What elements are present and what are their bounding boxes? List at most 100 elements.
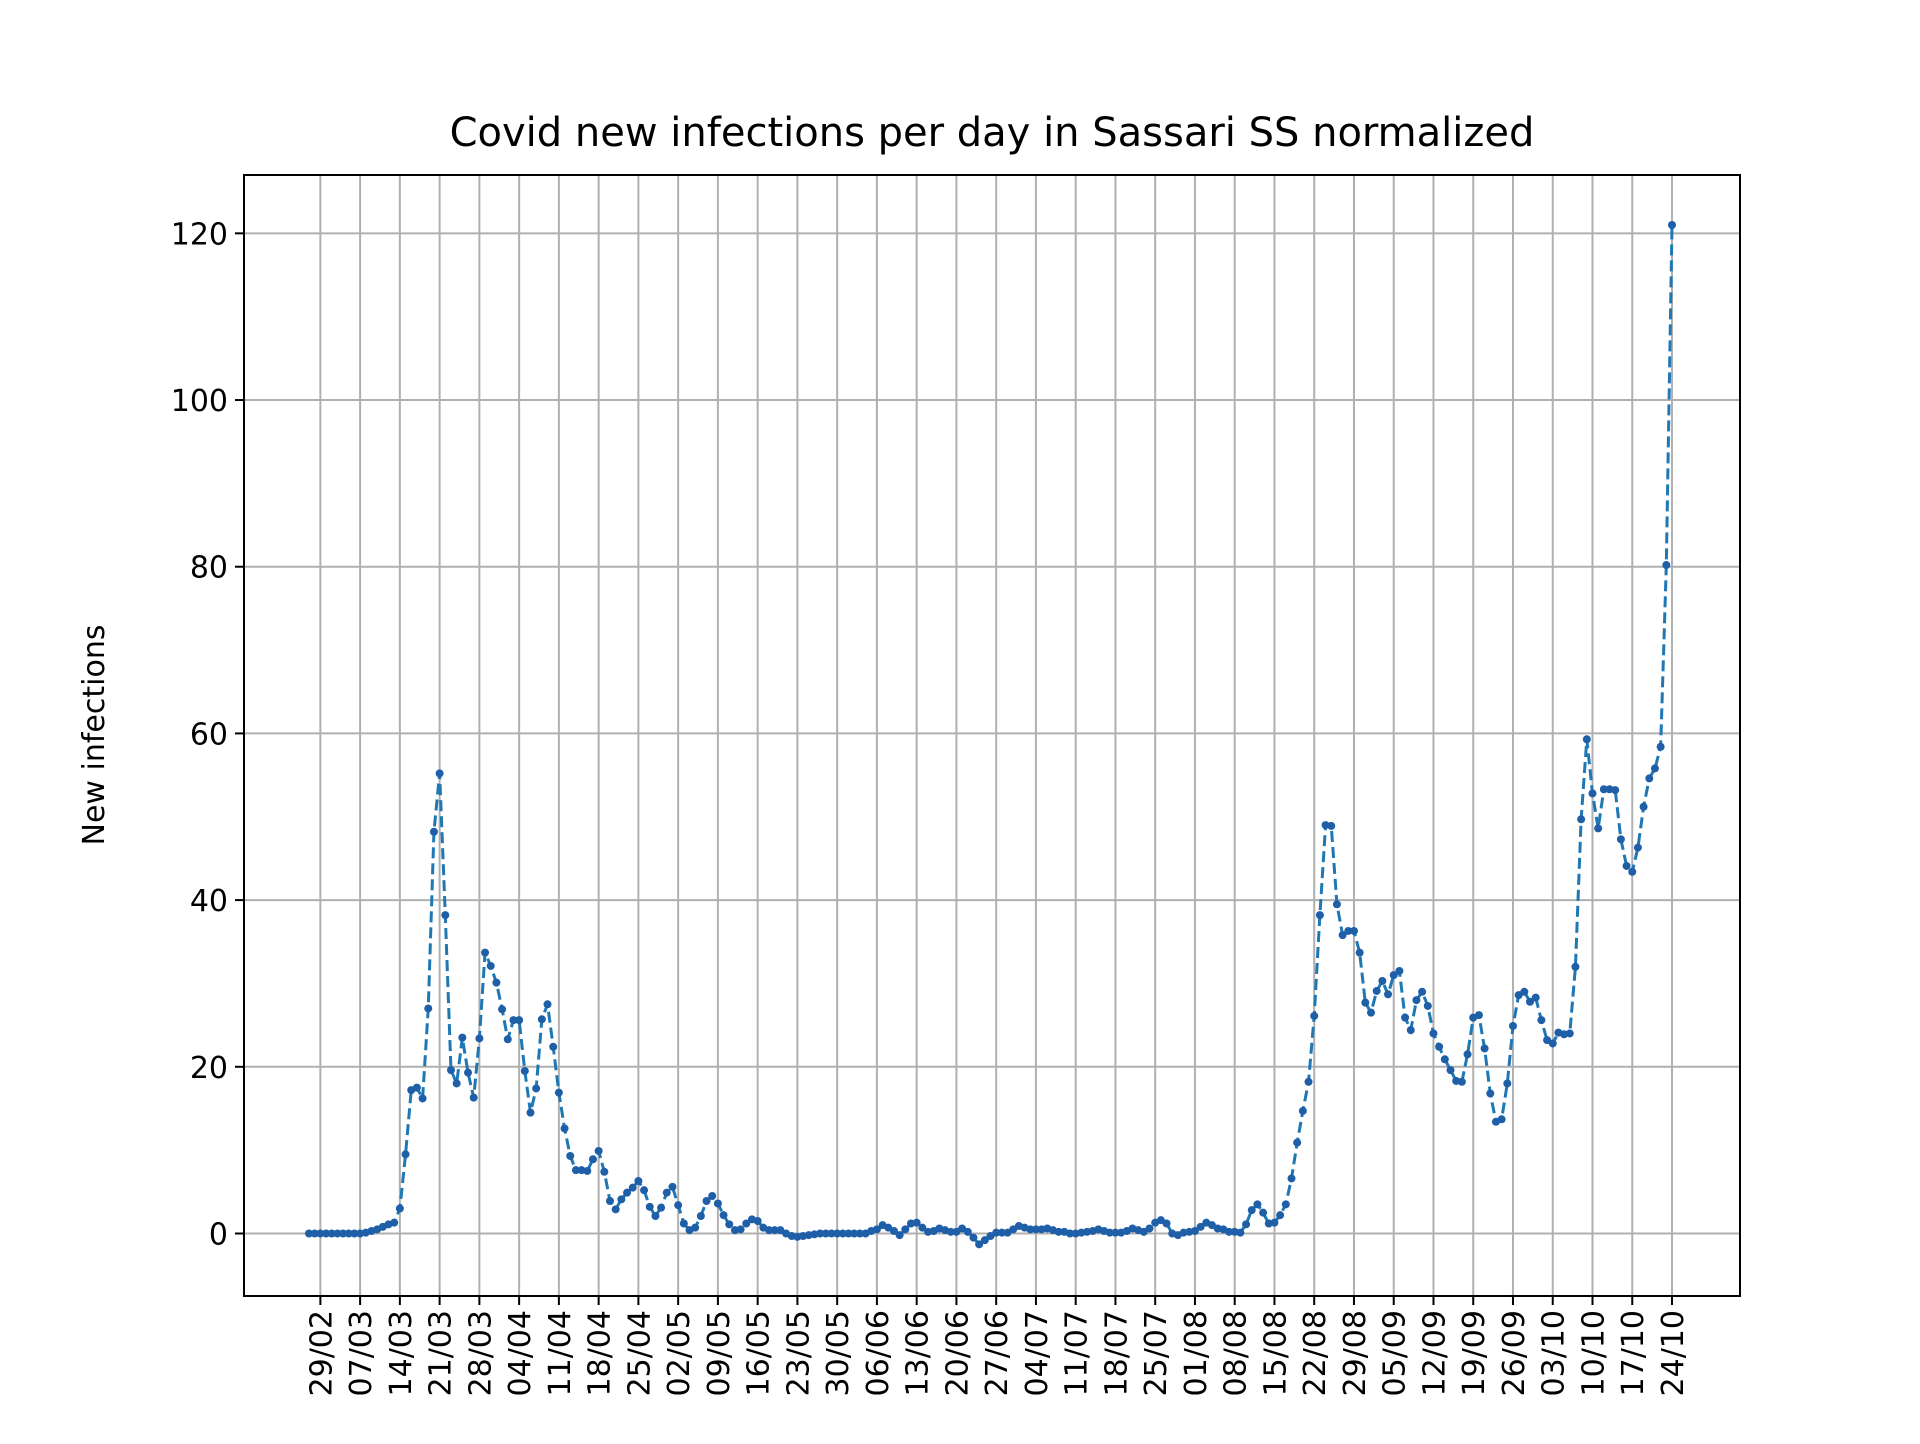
data-point — [1253, 1200, 1262, 1209]
data-point — [1247, 1206, 1256, 1215]
data-point — [1236, 1228, 1245, 1237]
data-point — [594, 1146, 603, 1155]
data-point — [333, 1229, 342, 1238]
data-point — [1429, 1029, 1438, 1038]
y-tick-label: 80 — [190, 551, 228, 586]
data-point — [1412, 996, 1421, 1005]
x-tick-label: 01/08 — [1179, 1310, 1214, 1396]
y-tick-label: 0 — [209, 1217, 228, 1252]
x-tick-label: 18/04 — [583, 1310, 618, 1396]
plot-frame — [243, 174, 1741, 1297]
data-point — [1662, 561, 1671, 570]
data-point — [651, 1211, 660, 1220]
data-point — [628, 1183, 637, 1192]
data-point — [566, 1151, 575, 1160]
data-point — [1367, 1008, 1375, 1017]
x-tick-label: 16/05 — [742, 1310, 777, 1396]
x-tick-label: 03/10 — [1537, 1310, 1572, 1396]
data-point — [1401, 1013, 1410, 1022]
data-point — [560, 1124, 569, 1133]
x-tick-label: 17/10 — [1616, 1310, 1651, 1396]
data-point — [1503, 1079, 1512, 1088]
data-point — [429, 827, 438, 836]
data-point — [1276, 1211, 1285, 1220]
data-point — [606, 1196, 614, 1205]
data-point — [645, 1202, 654, 1211]
data-point — [742, 1219, 751, 1228]
data-point — [1344, 926, 1353, 935]
data-point — [1435, 1042, 1444, 1051]
x-tick-label: 08/08 — [1219, 1310, 1254, 1396]
data-point — [532, 1084, 541, 1093]
data-point — [918, 1223, 927, 1232]
data-point — [657, 1203, 666, 1212]
data-point — [498, 1005, 507, 1014]
data-point — [390, 1218, 399, 1227]
grid — [244, 175, 1740, 1296]
data-point — [674, 1201, 683, 1210]
x-tick-label: 25/07 — [1139, 1310, 1174, 1396]
data-point — [339, 1229, 348, 1238]
data-point — [543, 1000, 552, 1009]
data-point — [418, 1094, 427, 1103]
data-point — [1111, 1228, 1120, 1237]
x-tick-label: 11/07 — [1060, 1310, 1095, 1396]
data-point — [1599, 785, 1608, 794]
data-point — [719, 1211, 728, 1220]
data-point — [322, 1229, 331, 1238]
x-tick-label: 21/03 — [424, 1310, 459, 1396]
data-point — [1287, 1174, 1296, 1183]
data-point — [344, 1229, 353, 1238]
data-point — [435, 769, 444, 778]
x-tick-label: 24/10 — [1656, 1310, 1691, 1396]
data-point — [1628, 867, 1637, 876]
data-point — [554, 1088, 563, 1097]
x-tick-label: 26/09 — [1497, 1310, 1532, 1396]
data-point — [1327, 821, 1336, 830]
data-point — [872, 1225, 881, 1234]
data-point — [1474, 1011, 1483, 1020]
data-point — [691, 1223, 700, 1232]
data-point — [844, 1229, 853, 1238]
data-point — [446, 1066, 455, 1075]
data-point — [424, 1004, 433, 1013]
data-point — [997, 1228, 1006, 1237]
data-point — [1332, 900, 1341, 909]
y-tick-label: 120 — [171, 217, 228, 252]
data-point — [1259, 1208, 1268, 1217]
data-point — [1066, 1229, 1075, 1238]
data-point — [736, 1225, 745, 1234]
data-point — [458, 1033, 467, 1042]
data-point — [679, 1219, 688, 1228]
data-point — [1395, 966, 1404, 975]
x-tick-label: 23/05 — [781, 1310, 816, 1396]
data-point — [816, 1229, 825, 1238]
data-point — [975, 1240, 984, 1249]
data-point — [464, 1068, 473, 1077]
data-point — [1611, 786, 1620, 795]
data-point — [765, 1226, 774, 1235]
data-point — [1162, 1219, 1171, 1228]
data-point — [350, 1229, 359, 1238]
x-tick-label: 25/04 — [622, 1310, 657, 1396]
y-tick-label: 40 — [190, 884, 228, 919]
data-point — [980, 1236, 989, 1245]
data-point — [668, 1182, 677, 1191]
data-point — [515, 1016, 524, 1025]
x-tick-label: 27/06 — [980, 1310, 1015, 1396]
data-point — [441, 911, 450, 920]
data-point — [1389, 971, 1398, 980]
data-point — [475, 1034, 484, 1043]
y-tick-label: 20 — [190, 1051, 228, 1086]
data-point — [503, 1035, 512, 1044]
data-point — [617, 1195, 626, 1204]
data-point — [770, 1226, 779, 1235]
x-tick-label: 29/08 — [1338, 1310, 1373, 1396]
data-point — [1531, 993, 1540, 1002]
x-tick-label: 15/08 — [1258, 1310, 1293, 1396]
data-point — [946, 1227, 955, 1236]
data-point — [1196, 1222, 1205, 1231]
data-point — [753, 1216, 762, 1225]
x-tick-label: 29/02 — [304, 1310, 339, 1396]
x-tick-label: 07/03 — [344, 1310, 379, 1396]
